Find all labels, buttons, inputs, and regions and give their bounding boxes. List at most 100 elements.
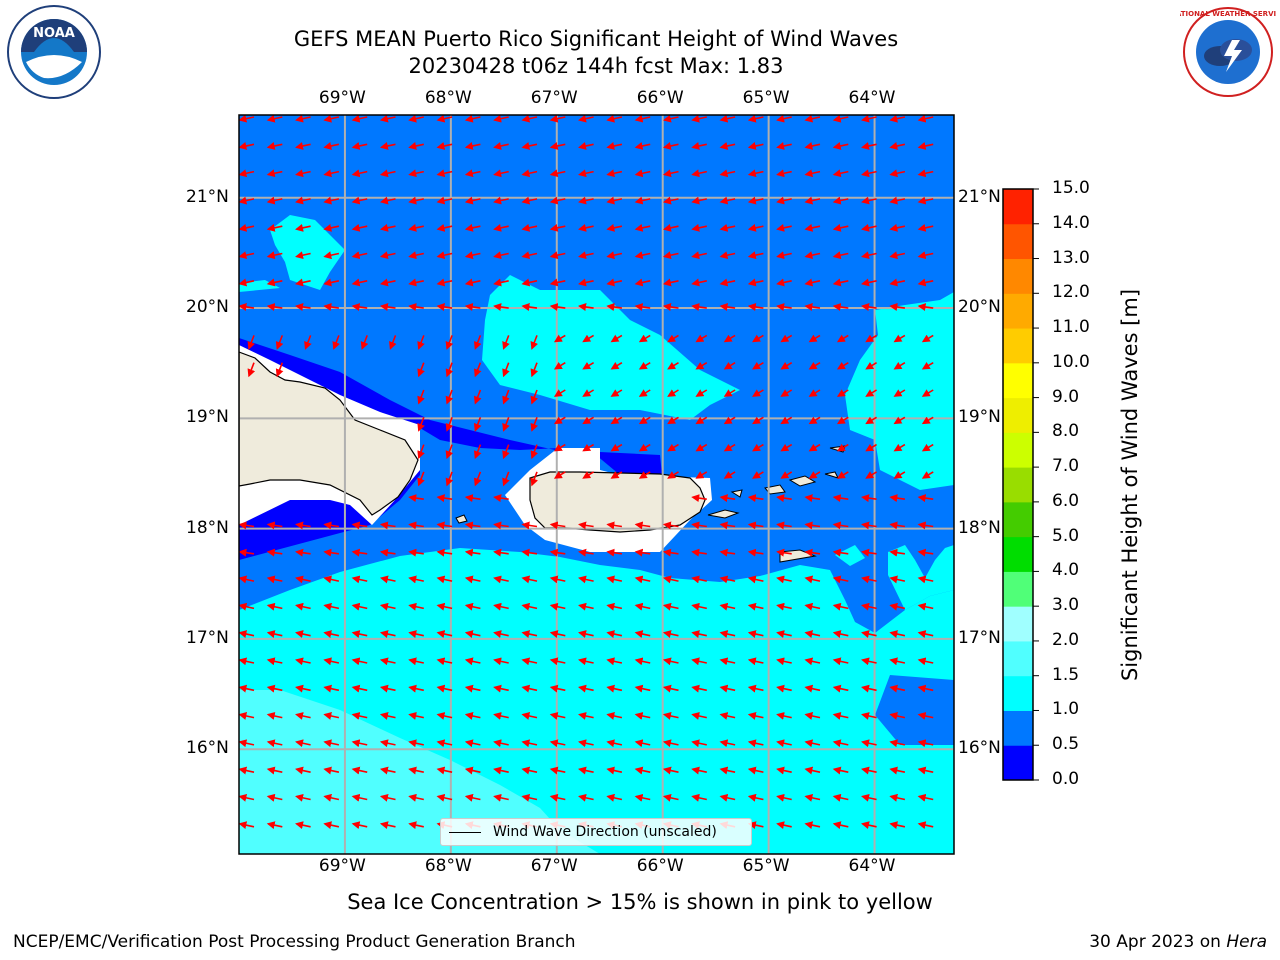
wind-wave-arrow (808, 443, 821, 452)
wind-wave-arrow (861, 303, 877, 311)
wind-wave-arrow (747, 521, 764, 530)
wind-wave-arrow (295, 521, 311, 530)
wind-wave-arrow (889, 142, 906, 150)
wind-wave-arrow (776, 684, 792, 693)
wind-wave-arrow (266, 602, 283, 611)
wind-wave-arrow (747, 142, 764, 150)
wind-wave-arrow (832, 251, 849, 260)
wind-wave-arrow (323, 712, 340, 720)
wind-wave-arrow (351, 630, 368, 638)
wind-wave-arrow (662, 278, 679, 287)
wind-wave-arrow (917, 223, 934, 232)
contour-0-0.5-sw (239, 500, 370, 555)
wind-wave-arrow (861, 793, 877, 802)
wind-wave-arrow (634, 712, 651, 720)
colorbar-tick-label: 13.0 (1052, 247, 1090, 268)
wind-wave-arrow (667, 389, 679, 397)
wind-wave-arrow (351, 739, 368, 748)
wind-wave-arrow (634, 739, 651, 748)
colorbar-segment (1003, 745, 1033, 781)
wind-wave-arrow (723, 361, 736, 370)
wind-wave-arrow (723, 443, 736, 452)
wind-wave-arrow (662, 169, 679, 178)
wind-wave-arrow (351, 223, 368, 232)
wind-wave-arrow (521, 251, 538, 260)
wind-wave-arrow (832, 196, 849, 205)
wind-wave-arrow (436, 115, 453, 123)
wind-wave-arrow (578, 196, 594, 205)
wind-wave-arrow (606, 548, 623, 557)
colorbar-tick-label: 8.0 (1052, 421, 1080, 442)
wind-wave-arrow (691, 739, 707, 748)
wind-wave-arrow (239, 739, 255, 748)
wind-wave-arrow (808, 361, 821, 370)
wind-wave-arrow (351, 115, 368, 123)
wind-wave-arrow (351, 766, 368, 775)
wind-wave-arrow (832, 142, 849, 150)
wind-wave-arrow (521, 712, 538, 720)
wind-wave-arrow (776, 223, 792, 232)
wind-wave-arrow (578, 657, 594, 666)
wind-wave-arrow (832, 494, 849, 503)
wind-wave-arrow (351, 251, 368, 260)
wind-wave-arrow (553, 361, 566, 370)
wind-wave-arrow (578, 739, 594, 748)
wind-wave-arrow (804, 278, 821, 287)
wind-wave-arrow (295, 712, 311, 720)
wind-wave-arrow (691, 169, 707, 178)
wind-wave-arrow (521, 739, 538, 748)
wind-wave-arrow (549, 548, 566, 557)
wind-wave-arrow (804, 196, 821, 205)
wind-wave-arrow (436, 739, 453, 748)
wind-wave-arrow (436, 712, 453, 720)
wind-wave-arrow (695, 471, 708, 479)
wind-wave-arrow (634, 602, 651, 611)
wind-wave-arrow (549, 521, 566, 530)
wind-wave-arrow (889, 169, 906, 178)
wind-wave-arrow (662, 684, 679, 693)
wind-wave-arrow (861, 548, 877, 557)
wind-wave-arrow (351, 196, 368, 205)
wind-wave-arrow (776, 821, 792, 830)
wind-wave-arrow (266, 521, 283, 530)
wind-wave-arrow (473, 389, 482, 405)
wind-wave-arrow (323, 602, 340, 611)
wind-wave-arrow (323, 142, 340, 150)
wind-wave-arrow (436, 548, 453, 557)
wind-wave-arrow (521, 575, 538, 584)
wind-wave-arrow (917, 793, 934, 802)
wind-wave-arrow (747, 575, 764, 584)
colorbar-segment (1003, 432, 1033, 468)
wind-wave-arrow (776, 169, 792, 178)
wind-wave-arrow (921, 389, 934, 397)
wind-wave-arrow (638, 334, 651, 343)
colorbar-segment (1003, 397, 1033, 433)
wind-wave-arrow (549, 169, 566, 178)
wind-wave-arrow (889, 630, 906, 638)
wind-wave-arrow (662, 712, 679, 720)
wind-wave-arrow (553, 416, 566, 425)
wind-wave-arrow (719, 521, 736, 530)
footer-branch: NCEP/EMC/Verification Post Processing Pr… (13, 932, 576, 952)
wind-wave-arrow (861, 521, 877, 530)
wind-wave-arrow (464, 575, 481, 584)
wind-wave-arrow (323, 793, 340, 802)
wind-wave-arrow (304, 335, 312, 350)
wind-wave-arrow (695, 416, 708, 425)
wind-wave-arrow (493, 196, 509, 205)
wind-wave-arrow (464, 793, 481, 802)
wind-wave-arrow (889, 548, 906, 557)
wind-wave-arrow (917, 521, 934, 530)
wind-wave-arrow (776, 521, 792, 530)
wind-wave-arrow (239, 684, 255, 693)
wind-wave-arrow (832, 821, 849, 830)
wind-wave-arrow (747, 303, 764, 311)
wind-wave-arrow (417, 444, 425, 460)
wind-wave-arrow (695, 361, 708, 370)
wind-wave-arrow (719, 303, 736, 311)
wind-wave-arrow (266, 684, 283, 693)
wind-wave-arrow (521, 278, 538, 287)
wind-wave-arrow (379, 142, 396, 150)
wind-wave-arrow (861, 630, 877, 638)
wind-wave-arrow (502, 444, 510, 460)
